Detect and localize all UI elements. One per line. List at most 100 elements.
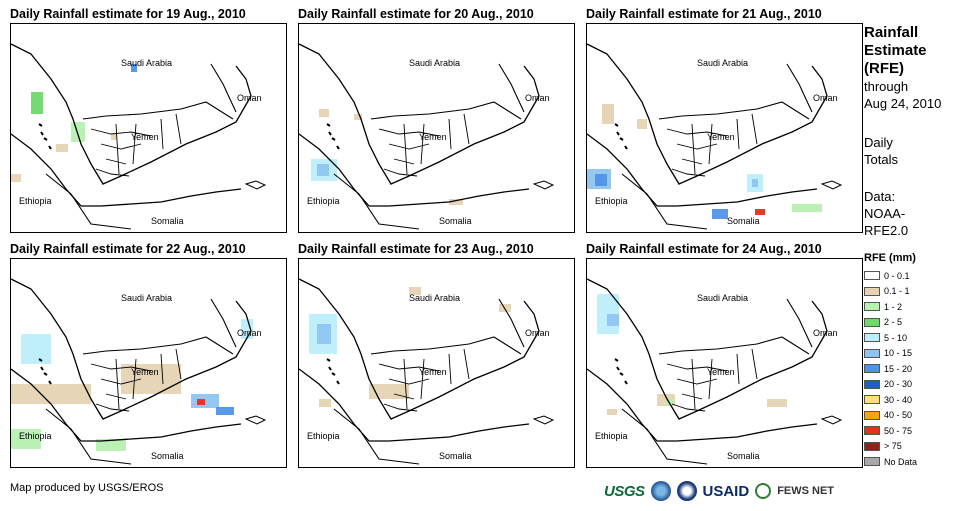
map-panel-6: Saudi Arabia Oman Yemen Ethiopia Somalia	[586, 258, 863, 468]
fews-net-globe-icon	[755, 483, 772, 499]
legend-label: > 75	[884, 441, 902, 452]
panel-title-4: Daily Rainfall estimate for 22 Aug., 201…	[10, 242, 246, 256]
legend-swatch	[864, 364, 880, 374]
label-ethiopia: Ethiopia	[595, 196, 628, 206]
map-panel-1: Saudi Arabia Oman Yemen Ethiopia Somalia	[10, 23, 287, 233]
legend-label: 15 - 20	[884, 363, 913, 374]
usgs-logo: USGS	[604, 482, 645, 500]
label-saudi-arabia: Saudi Arabia	[409, 58, 460, 68]
legend-title: RFE (mm)	[864, 252, 916, 264]
label-ethiopia: Ethiopia	[307, 431, 340, 441]
logo-strip: USGS USAID FEWS NET	[604, 478, 834, 504]
fews-net-logo: FEWS NET	[777, 485, 835, 497]
through-date: Aug 24, 2010	[864, 96, 942, 111]
panel-title-5: Daily Rainfall estimate for 23 Aug., 201…	[298, 242, 534, 256]
label-ethiopia: Ethiopia	[19, 431, 52, 441]
legend-swatch	[864, 271, 880, 281]
legend-item: No Data	[864, 454, 964, 470]
totals-text: Totals	[864, 152, 898, 167]
legend-swatch	[864, 317, 880, 327]
panel-title-6: Daily Rainfall estimate for 24 Aug., 201…	[586, 242, 822, 256]
label-somalia: Somalia	[151, 216, 184, 226]
legend-item: 40 - 50	[864, 408, 964, 424]
source-line-2: RFE2.0	[864, 223, 909, 238]
legend-item: 50 - 75	[864, 423, 964, 439]
label-yemen: Yemen	[131, 132, 159, 142]
label-oman: Oman	[525, 328, 550, 338]
legend-label: 20 - 30	[884, 379, 913, 390]
label-ethiopia: Ethiopia	[595, 431, 628, 441]
legend-items: 0 - 0.1 0.1 - 1 1 - 2 2 - 5 5 - 10 10 - 15 15 …	[864, 268, 964, 470]
label-yemen: Yemen	[419, 132, 447, 142]
label-yemen: Yemen	[419, 367, 447, 377]
map-panel-3: Saudi Arabia Oman Yemen Ethiopia Somalia	[586, 23, 863, 233]
legend-swatch	[864, 395, 880, 405]
legend-label: 5 - 10	[884, 332, 908, 343]
label-oman: Oman	[237, 328, 262, 338]
legend-swatch	[864, 426, 880, 436]
daily-text: Daily	[864, 135, 893, 150]
panel-title-1: Daily Rainfall estimate for 19 Aug., 201…	[10, 7, 246, 21]
legend-swatch	[864, 302, 880, 312]
legend-item: 30 - 40	[864, 392, 964, 408]
label-oman: Oman	[237, 93, 262, 103]
sidebar-heading: Rainfall Estimate (RFE) through Aug 24, …	[864, 24, 964, 112]
legend-label: 1 - 2	[884, 301, 903, 312]
legend-swatch	[864, 457, 880, 467]
legend-item: 20 - 30	[864, 377, 964, 393]
legend-swatch	[864, 410, 880, 420]
label-somalia: Somalia	[727, 216, 760, 226]
legend-swatch	[864, 286, 880, 296]
legend-label: 10 - 15	[884, 348, 913, 359]
map-panel-5: Saudi Arabia Oman Yemen Ethiopia Somalia	[298, 258, 575, 468]
noaa-logo-icon	[650, 481, 671, 501]
label-yemen: Yemen	[707, 132, 735, 142]
data-label: Data:	[864, 189, 896, 204]
label-yemen: Yemen	[707, 367, 735, 377]
label-somalia: Somalia	[439, 216, 472, 226]
legend-label: 0.1 - 1	[884, 286, 910, 297]
legend-swatch	[864, 348, 880, 358]
label-yemen: Yemen	[131, 367, 159, 377]
label-somalia: Somalia	[727, 451, 760, 461]
legend-item: 5 - 10	[864, 330, 964, 346]
through-text: through	[864, 79, 909, 94]
legend-item: 0.1 - 1	[864, 284, 964, 300]
legend-item: 0 - 0.1	[864, 268, 964, 284]
label-saudi-arabia: Saudi Arabia	[697, 293, 748, 303]
sidebar-data-source: Data: NOAA- RFE2.0	[864, 188, 964, 239]
label-ethiopia: Ethiopia	[307, 196, 340, 206]
label-somalia: Somalia	[439, 451, 472, 461]
label-somalia: Somalia	[151, 451, 184, 461]
label-oman: Oman	[813, 93, 838, 103]
legend-label: 30 - 40	[884, 394, 913, 405]
panel-title-2: Daily Rainfall estimate for 20 Aug., 201…	[298, 7, 534, 21]
legend-item: 2 - 5	[864, 315, 964, 331]
legend-item: 15 - 20	[864, 361, 964, 377]
label-oman: Oman	[813, 328, 838, 338]
legend-label: 40 - 50	[884, 410, 913, 421]
label-saudi-arabia: Saudi Arabia	[409, 293, 460, 303]
label-saudi-arabia: Saudi Arabia	[121, 293, 172, 303]
legend-item: > 75	[864, 439, 964, 455]
sidebar-daily: Daily Totals	[864, 134, 964, 168]
legend-swatch	[864, 441, 880, 451]
label-saudi-arabia: Saudi Arabia	[697, 58, 748, 68]
legend-swatch	[864, 379, 880, 389]
heading-line-2: Estimate	[864, 42, 927, 59]
source-line-1: NOAA-	[864, 206, 906, 221]
panel-title-3: Daily Rainfall estimate for 21 Aug., 201…	[586, 7, 822, 21]
label-oman: Oman	[525, 93, 550, 103]
heading-line-3: (RFE)	[864, 60, 904, 77]
legend-label: 50 - 75	[884, 425, 913, 436]
usaid-logo: USAID	[702, 482, 750, 500]
legend-swatch	[864, 333, 880, 343]
label-ethiopia: Ethiopia	[19, 196, 52, 206]
legend-label: 0 - 0.1	[884, 270, 910, 281]
legend-item: 1 - 2	[864, 299, 964, 315]
map-credit: Map produced by USGS/EROS	[10, 482, 164, 494]
legend-label: No Data	[884, 456, 918, 467]
heading-line-1: Rainfall	[864, 24, 919, 41]
label-saudi-arabia: Saudi Arabia	[121, 58, 172, 68]
legend: RFE (mm) 0 - 0.1 0.1 - 1 1 - 2 2 - 5 5 - 10 1…	[864, 252, 964, 470]
